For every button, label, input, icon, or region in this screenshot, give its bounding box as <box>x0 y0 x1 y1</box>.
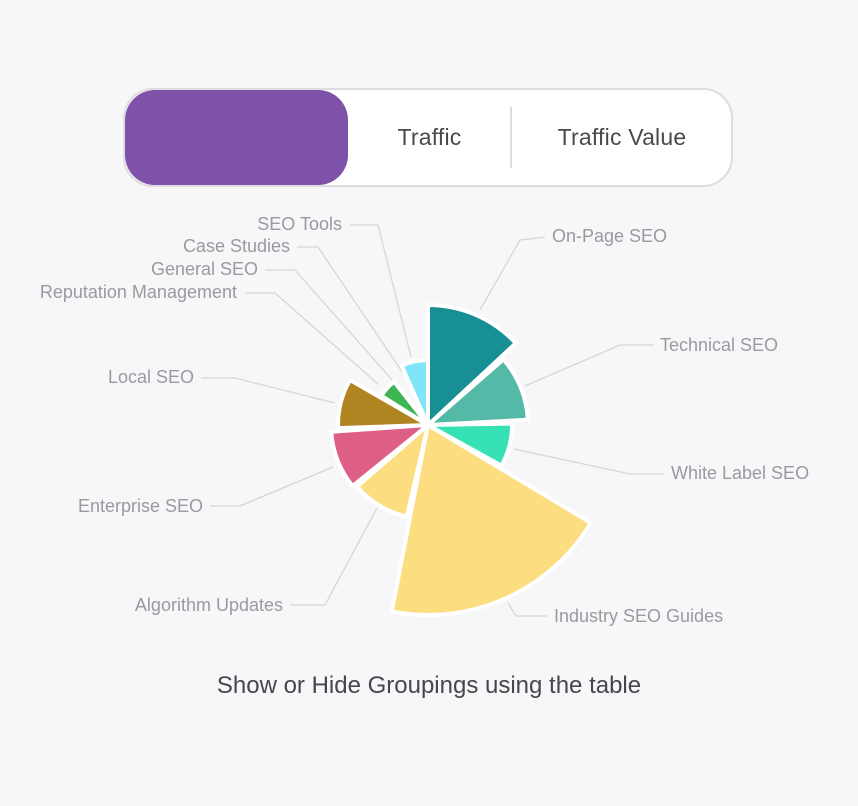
slice-technical-seo[interactable] <box>426 357 530 427</box>
slice-label-enterprise-seo: Enterprise SEO <box>78 496 203 516</box>
slice-label-algorithm-updates: Algorithm Updates <box>135 595 283 615</box>
slice-label-general-seo: General SEO <box>151 259 258 279</box>
slice-industry-seo-guides[interactable] <box>389 423 593 617</box>
slice-label-on-page-seo: On-Page SEO <box>552 226 667 246</box>
leader-line-on-page-seo <box>479 236 546 311</box>
toggle-option-traffic[interactable]: Traffic <box>397 124 462 150</box>
slice-label-local-seo: Local SEO <box>108 367 194 387</box>
leader-line-white-label-seo <box>513 448 664 475</box>
slice-label-seo-tools: SEO Tools <box>257 214 342 234</box>
slice-label-case-studies: Case Studies <box>183 236 290 256</box>
toggle-option-traffic-value[interactable]: Traffic Value <box>557 124 687 150</box>
slice-label-white-label-seo: White Label SEO <box>671 463 809 483</box>
slice-local-seo[interactable] <box>336 378 430 431</box>
slice-label-reputation-management: Reputation Management <box>40 282 237 302</box>
slice-white-label-seo[interactable] <box>426 421 514 468</box>
leader-line-seo-tools <box>350 224 412 358</box>
leader-line-reputation-management <box>245 292 379 385</box>
slice-label-technical-seo: Technical SEO <box>660 335 778 355</box>
leader-line-algorithm-updates <box>290 507 378 606</box>
slice-on-page-seo[interactable] <box>426 303 518 427</box>
caption: Show or Hide Groupings using the table <box>216 672 642 699</box>
slice-reputation-management[interactable] <box>379 379 430 427</box>
chart-slices <box>329 303 593 617</box>
leader-lines <box>201 224 664 617</box>
metric-toggle: Traffic Traffic Value <box>123 88 733 187</box>
leader-line-general-seo <box>265 269 393 381</box>
polar-area-chart: On-Page SEO Technical SEO White Label SEO I… <box>40 214 809 626</box>
leader-line-case-studies <box>297 246 406 377</box>
leader-line-local-seo <box>201 377 336 404</box>
leader-line-enterprise-seo <box>210 466 334 507</box>
toggle-divider <box>510 107 512 168</box>
slice-labels: On-Page SEO Technical SEO White Label SEO I… <box>40 214 809 626</box>
slice-enterprise-seo[interactable] <box>329 423 430 489</box>
toggle-option-selected[interactable] <box>125 90 348 185</box>
leader-line-technical-seo <box>524 344 653 387</box>
slice-seo-tools[interactable] <box>399 358 430 427</box>
slice-algorithm-updates[interactable] <box>355 423 430 519</box>
slice-label-industry-seo-guides: Industry SEO Guides <box>554 606 723 626</box>
leader-line-industry-seo-guides <box>507 602 547 617</box>
